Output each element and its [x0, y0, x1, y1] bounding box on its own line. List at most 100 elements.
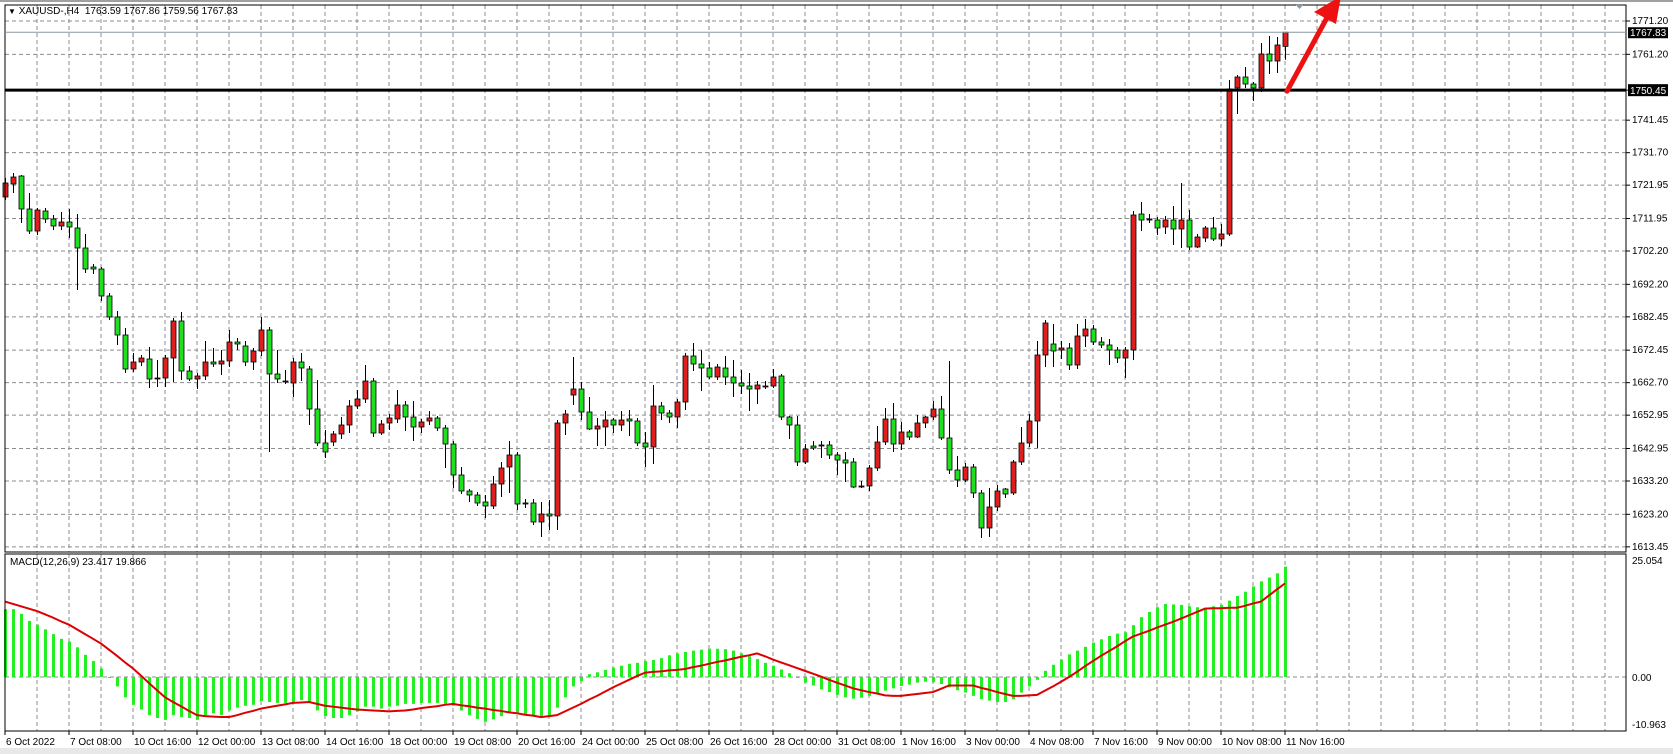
candle-up — [378, 423, 385, 434]
candle-down — [74, 227, 81, 249]
macd-histogram-bar — [508, 677, 511, 713]
candle-up — [194, 375, 201, 380]
macd-axis-label: 0.00 — [1632, 673, 1652, 684]
macd-histogram-bar — [796, 677, 799, 678]
macd-histogram-bar — [884, 677, 887, 691]
macd-histogram-bar — [932, 677, 935, 683]
time-axis-label: 3 Nov 00:00 — [966, 737, 1020, 748]
candle-down — [122, 334, 129, 370]
candle-down — [1050, 343, 1057, 352]
time-axis-label: 6 Oct 2022 — [6, 737, 55, 748]
macd-histogram-bar — [820, 677, 823, 690]
time-axis-label: 7 Oct 08:00 — [70, 737, 122, 748]
macd-histogram-bar — [684, 652, 687, 677]
macd-histogram-bar — [1268, 577, 1271, 677]
candle-down — [450, 443, 457, 476]
price-axis-label: 1771.20 — [1632, 16, 1669, 27]
candle-down — [634, 420, 641, 444]
candle-down — [778, 375, 785, 418]
macd-histogram-bar — [716, 648, 719, 677]
candle-down — [1242, 76, 1249, 85]
macd-histogram-bar — [148, 677, 151, 716]
macd-axis-label: -10.963 — [1632, 720, 1666, 731]
macd-histogram-bar — [1100, 639, 1103, 677]
macd-histogram-bar — [1020, 677, 1023, 693]
candle-down — [186, 370, 193, 380]
candle-up — [1218, 233, 1225, 240]
macd-histogram-bar — [420, 677, 423, 703]
macd-histogram-bar — [284, 677, 287, 703]
time-axis-label: 7 Nov 16:00 — [1094, 737, 1148, 748]
chart-shift-marker-icon — [1295, 4, 1304, 9]
macd-histogram-bar — [180, 677, 183, 718]
candle-up — [1146, 218, 1153, 221]
macd-histogram-bar — [484, 677, 487, 722]
candle-up — [258, 329, 265, 352]
level-price-tag — [1628, 84, 1668, 97]
macd-histogram-bar — [724, 649, 727, 677]
macd-histogram-bar — [900, 677, 903, 686]
macd-axis-label: 25.054 — [1632, 556, 1663, 567]
macd-histogram-bar — [1228, 600, 1231, 677]
macd-histogram-bar — [1260, 581, 1263, 677]
macd-histogram-bar — [100, 668, 103, 677]
macd-histogram-bar — [1212, 606, 1215, 677]
macd-histogram-bar — [212, 677, 215, 714]
candle-up — [10, 176, 17, 185]
candle-up — [858, 485, 865, 488]
candle-down — [18, 175, 25, 210]
macd-histogram-bar — [236, 677, 239, 708]
candle-down — [146, 358, 153, 380]
price-axis-label: 1682.45 — [1632, 312, 1669, 323]
overlay: 1750.45 1767.83 — [5, 0, 1668, 97]
macd-histogram-bar — [1284, 566, 1287, 677]
macd-name: MACD(12,26,9) — [10, 557, 80, 568]
macd-histogram-bar — [1012, 677, 1015, 700]
candle-up — [346, 405, 353, 426]
candle-up — [1074, 335, 1081, 366]
time-axis-label: 25 Oct 08:00 — [646, 737, 704, 748]
macd-histogram-bar — [324, 677, 327, 717]
candle-up — [218, 360, 225, 365]
macd-histogram-bar — [908, 677, 911, 685]
macd-histogram-bar — [1060, 659, 1063, 677]
chart-header: ▼ XAUUSD-,H4 1763.59 1767.86 1759.56 176… — [8, 6, 238, 17]
candle-down — [306, 368, 313, 410]
candle-down — [666, 412, 673, 418]
candle-down — [1210, 227, 1217, 240]
candle-down — [706, 367, 713, 378]
time-axis-label: 13 Oct 08:00 — [262, 737, 320, 748]
ohlc-readout: 1763.59 1767.86 1759.56 1767.83 — [84, 6, 238, 17]
macd-histogram-bar — [428, 677, 431, 703]
candle-down — [66, 221, 73, 228]
macd-histogram-bar — [948, 677, 951, 688]
candle-up — [882, 418, 889, 443]
candle-down — [610, 419, 617, 426]
triangle-down-icon[interactable]: ▼ — [8, 7, 16, 16]
macd-histogram-bar — [316, 677, 319, 711]
macd-histogram-bar — [620, 665, 623, 677]
macd-histogram-bar — [892, 677, 895, 689]
macd-histogram-bar — [1252, 586, 1255, 677]
time-axis-label: 19 Oct 08:00 — [454, 737, 512, 748]
candle-up — [962, 466, 969, 481]
candle-down — [402, 404, 409, 418]
macd-histogram-bar — [308, 677, 311, 703]
candle-up — [506, 454, 513, 468]
macd-histogram-bar — [1148, 611, 1151, 677]
macd-histogram-bar — [444, 677, 447, 704]
macd-histogram-bar — [748, 656, 751, 677]
macd-histogram-bar — [1196, 607, 1199, 677]
macd-signal-value: 19.866 — [115, 557, 147, 568]
candle-up — [1282, 31, 1289, 47]
macd-histogram-bar — [692, 650, 695, 677]
candle-down — [578, 388, 585, 413]
candle-down — [1090, 328, 1097, 343]
macd-histogram-bar — [84, 654, 87, 677]
candle-down — [850, 461, 857, 488]
time-axis-label: 18 Oct 00:00 — [390, 737, 448, 748]
candles — [2, 31, 1289, 538]
candle-down — [1066, 347, 1073, 366]
price-axis-label: 1672.45 — [1632, 345, 1669, 356]
